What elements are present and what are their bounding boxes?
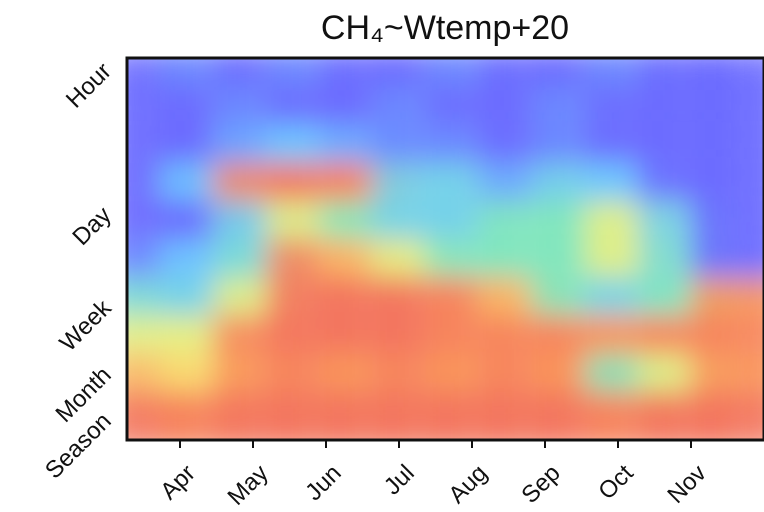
x-tick-label: Apr [155,460,201,506]
y-tick-label: Season [40,408,117,485]
y-tick-label: Week [55,294,118,357]
x-tick-label: Jun [300,460,346,506]
x-tick-label: Aug [443,460,492,507]
heatmap-cells [127,58,764,440]
y-tick-label: Hour [61,58,117,114]
coherence-cell [690,391,764,440]
x-tick-label: Sep [516,460,565,507]
heatmap [127,58,764,440]
chart-title: CH₄~Wtemp+20 [321,9,569,47]
y-tick-label: Day [67,202,116,251]
x-tick-label: Nov [662,460,711,507]
x-tick-label: Jul [379,460,420,501]
x-tick-label: Oct [593,459,639,505]
x-tick-label: May [223,460,274,507]
plot-frame [125,56,764,442]
